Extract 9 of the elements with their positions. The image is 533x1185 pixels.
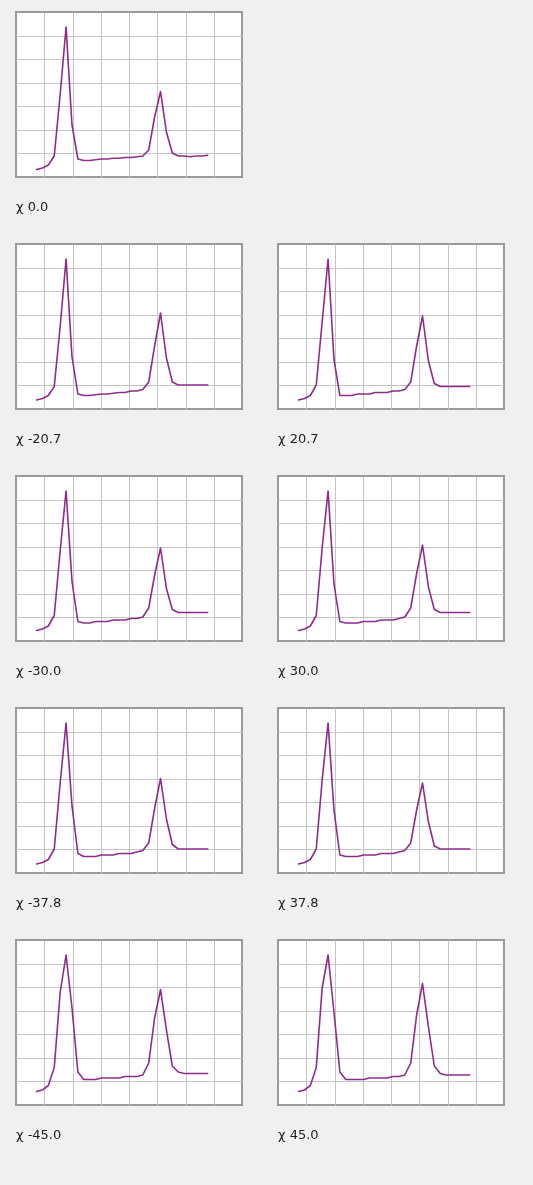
text: χ 30.0 [278,663,319,678]
text: χ 45.0 [278,1127,319,1142]
text: χ -20.7 [16,431,62,446]
text: χ -30.0 [16,663,62,678]
text: χ -37.8 [16,895,62,910]
text: χ 37.8 [278,895,319,910]
text: χ 0.0 [16,199,49,214]
text: χ -45.0 [16,1127,62,1142]
text: χ 20.7 [278,431,319,446]
